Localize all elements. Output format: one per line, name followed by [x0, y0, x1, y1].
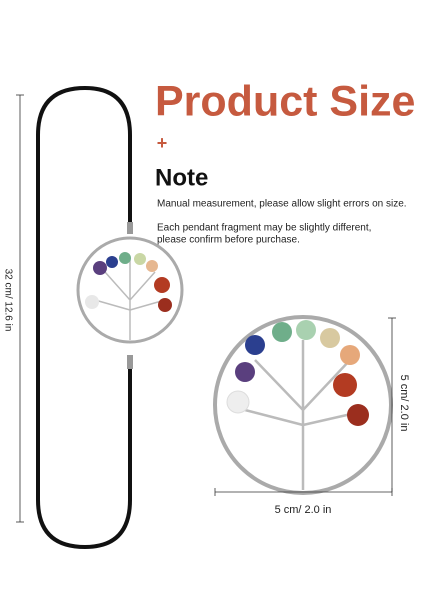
clasp — [127, 355, 133, 369]
height-dimension — [388, 317, 396, 492]
length-dimension — [16, 94, 24, 523]
cord — [36, 85, 132, 550]
length-label: 32 cm/ 12.6 in — [2, 269, 13, 332]
small-pendant — [76, 236, 184, 344]
large-pendant — [213, 315, 393, 495]
title: Product Size — [155, 77, 415, 125]
width-label: 5 cm/ 2.0 in — [275, 504, 332, 516]
clasp — [127, 222, 133, 234]
note-line: please confirm before purchase. — [157, 235, 300, 246]
height-label: 5 cm/ 2.0 in — [398, 375, 410, 432]
note-line: Each pendant fragment may be slightly di… — [157, 223, 371, 234]
plus-sign: + — [157, 133, 168, 153]
note-line: Manual measurement, please allow slight … — [157, 199, 407, 210]
note-title: Note — [155, 164, 208, 191]
